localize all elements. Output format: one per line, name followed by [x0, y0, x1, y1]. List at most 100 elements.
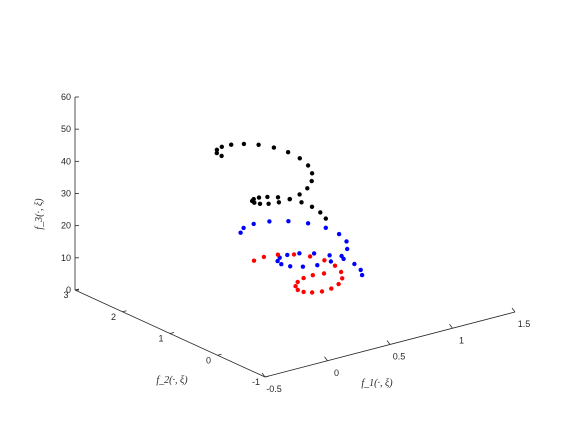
data-point — [295, 287, 300, 293]
data-point — [323, 216, 328, 221]
z-tick-label: 0 — [66, 285, 71, 295]
x-ticks: -0.5 0 0.5 1 1.5 — [261, 307, 531, 394]
data-point — [321, 271, 327, 276]
y-tick-mark — [122, 310, 127, 313]
data-point — [256, 142, 261, 147]
data-point — [275, 258, 280, 264]
data-point — [241, 141, 247, 147]
data-point — [315, 263, 320, 268]
data-point — [318, 210, 323, 215]
x-tick-label: 0 — [334, 368, 339, 378]
data-point — [307, 254, 313, 259]
data-point — [358, 267, 363, 273]
data-point — [238, 230, 243, 235]
data-point — [241, 225, 246, 231]
data-point — [300, 264, 306, 269]
data-point — [322, 258, 327, 263]
data-point — [344, 239, 349, 244]
data-point — [276, 200, 282, 205]
x-tick-label: -0.5 — [266, 384, 282, 394]
data-point — [309, 204, 315, 209]
y-tick-label: 0 — [206, 355, 211, 365]
data-point — [288, 264, 293, 269]
data-point — [266, 201, 271, 206]
z-tick-label: 50 — [61, 124, 71, 134]
data-point — [285, 150, 291, 155]
data-point — [271, 145, 277, 150]
data-point — [297, 192, 302, 197]
data-point — [338, 269, 344, 275]
data-point — [359, 272, 365, 278]
y-tick-mark — [169, 332, 175, 334]
data-point — [265, 194, 270, 200]
data-point — [323, 225, 328, 230]
y-axis-label: f_2(·, ξ) — [156, 375, 188, 386]
y-tick-label: -1 — [252, 377, 260, 387]
data-point — [310, 273, 315, 278]
data-point — [219, 153, 224, 159]
data-point — [340, 276, 345, 281]
data-point — [352, 261, 357, 267]
data-point — [229, 142, 234, 147]
data-point — [251, 258, 257, 263]
data-point — [257, 201, 263, 206]
data-point — [285, 252, 290, 258]
z-tick-label: 40 — [61, 156, 71, 166]
data-point — [305, 186, 310, 191]
data-point — [336, 231, 342, 237]
x-tick-mark — [449, 324, 453, 329]
data-point — [327, 253, 332, 258]
data-point — [293, 284, 298, 289]
data-point — [214, 150, 219, 156]
data-point — [275, 195, 281, 200]
data-point — [345, 246, 350, 252]
x-tick-mark — [386, 340, 391, 345]
x-tick-label: 1.5 — [518, 319, 531, 329]
series-3 — [251, 252, 345, 295]
data-point — [305, 163, 311, 168]
z-tick-label: 10 — [61, 253, 71, 263]
data-point — [261, 254, 267, 260]
data-point — [251, 221, 256, 227]
data-point — [332, 263, 338, 268]
data-point — [299, 200, 304, 205]
series-layer — [214, 141, 365, 295]
data-point — [341, 256, 346, 262]
x-tick-mark — [511, 307, 516, 313]
data-point — [291, 252, 297, 257]
z-ticks: 0 10 20 30 40 50 60 — [61, 92, 79, 295]
z-tick-label: 20 — [61, 221, 71, 231]
data-point — [301, 275, 306, 281]
data-point — [251, 196, 256, 202]
data-point — [295, 279, 300, 285]
z-axis-label: f_3(·, ξ) — [34, 198, 45, 230]
series-1 — [214, 141, 328, 221]
data-point — [319, 289, 325, 294]
data-point — [305, 221, 311, 226]
y-tick-label: 3 — [63, 290, 68, 300]
x-tick-mark — [261, 372, 266, 378]
data-point — [329, 286, 334, 291]
series-2 — [238, 219, 365, 278]
y-ticks: 3 2 1 0 -1 — [63, 288, 270, 387]
x-tick-mark — [324, 356, 328, 361]
x-tick-label: 1 — [459, 335, 464, 345]
y-tick-mark — [217, 353, 222, 356]
x-tick-label: 0.5 — [393, 352, 406, 362]
y-tick-mark — [264, 375, 270, 378]
data-point — [328, 259, 334, 264]
data-point — [309, 290, 315, 295]
data-point — [267, 219, 272, 224]
data-point — [301, 289, 306, 295]
x-axis-label: f_1(·, ξ) — [361, 378, 393, 389]
z-tick-label: 60 — [61, 92, 71, 102]
data-point — [297, 156, 302, 161]
data-point — [286, 219, 291, 224]
y-tick-mark — [74, 288, 80, 291]
data-point — [219, 144, 224, 149]
data-point — [336, 281, 341, 287]
data-point — [214, 147, 220, 152]
data-point — [297, 251, 302, 256]
